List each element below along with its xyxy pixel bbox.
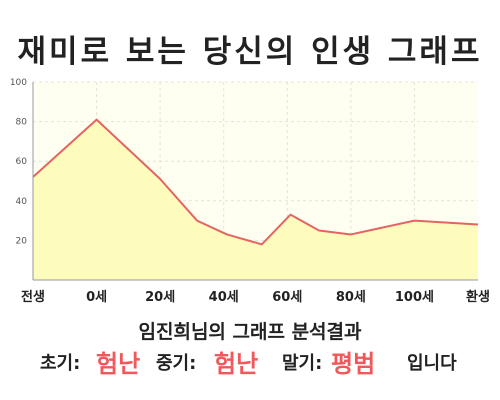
y-tick-label: 80 bbox=[16, 118, 28, 128]
early-label: 초기: bbox=[40, 353, 81, 374]
y-tick-label: 20 bbox=[16, 236, 28, 246]
series-line bbox=[32, 118, 479, 246]
series-area bbox=[33, 119, 478, 281]
y-tick-label: 60 bbox=[16, 157, 28, 167]
late-label: 말기: bbox=[282, 353, 323, 374]
x-tick-label: 40세 bbox=[209, 290, 239, 305]
x-tick-label: 환생 bbox=[466, 289, 490, 305]
y-tick-label: 40 bbox=[16, 197, 28, 207]
analysis-result-line: 초기: 험난 중기: 험난 말기: 평범 입니다 bbox=[0, 346, 500, 382]
result-suffix: 입니다 bbox=[407, 353, 457, 374]
late-value: 평범 bbox=[331, 350, 376, 378]
early-value: 험난 bbox=[96, 350, 141, 378]
x-tick-label: 0세 bbox=[86, 290, 107, 305]
analysis-heading: 임진희님의 그래프 분석결과 bbox=[138, 321, 362, 343]
x-tick-label: 60세 bbox=[272, 290, 302, 305]
x-tick-label: 100세 bbox=[395, 290, 434, 305]
middle-label: 중기: bbox=[156, 353, 197, 374]
x-tick-label: 전생 bbox=[21, 289, 45, 305]
middle-value: 험난 bbox=[214, 350, 259, 378]
y-tick-label: 100 bbox=[10, 78, 27, 88]
page-title: 재미로 보는 당신의 인생 그래프 bbox=[17, 34, 483, 70]
x-tick-label: 20세 bbox=[145, 290, 175, 305]
x-tick-label: 80세 bbox=[336, 290, 366, 305]
